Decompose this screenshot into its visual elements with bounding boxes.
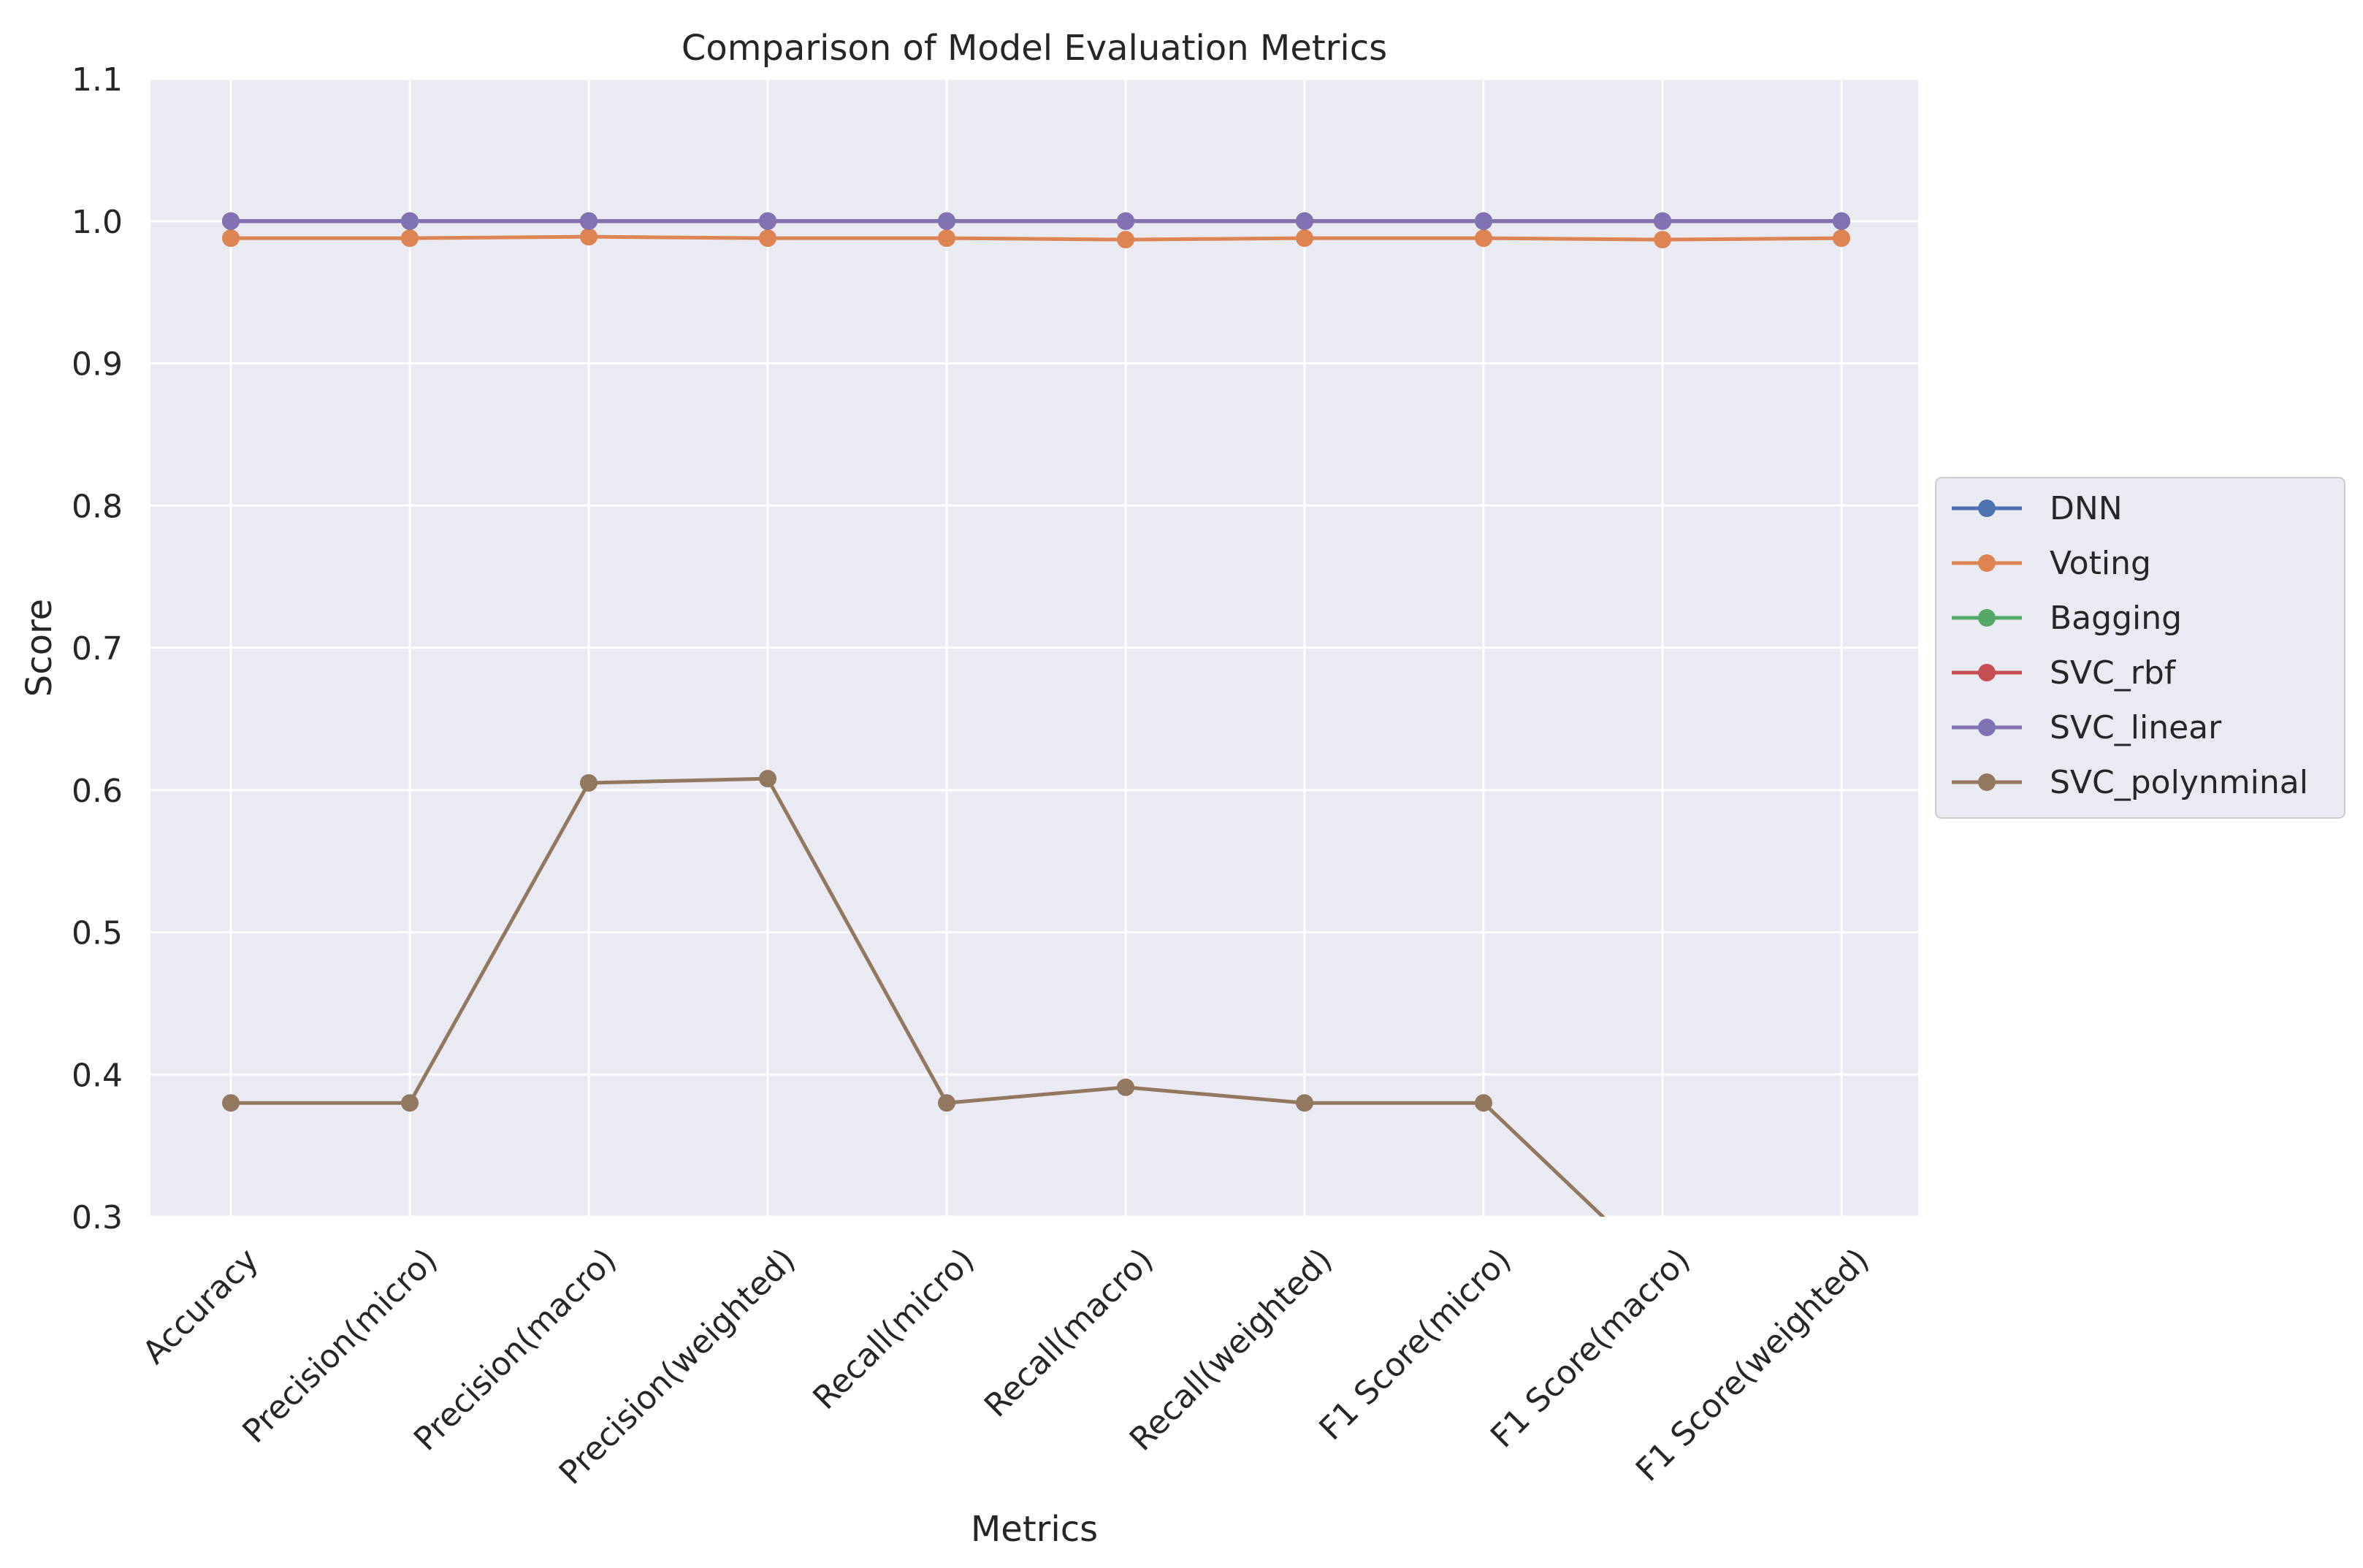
y-tick-label: 0.9 <box>72 346 123 383</box>
data-point-svc-linear <box>1833 212 1850 230</box>
legend-label: SVC_linear <box>2050 709 2222 746</box>
legend-frame <box>1935 477 2345 819</box>
data-point-svc-linear <box>1654 212 1671 230</box>
y-tick-label: 0.4 <box>72 1057 123 1094</box>
x-axis-label: Metrics <box>971 1509 1098 1550</box>
data-point-svc-linear <box>222 212 240 230</box>
data-point-voting <box>222 229 240 248</box>
legend-marker <box>1978 609 1996 627</box>
data-point-svc-polynminal <box>1117 1078 1134 1096</box>
data-point-svc-linear <box>580 212 598 230</box>
legend-label: DNN <box>2050 490 2123 527</box>
data-point-voting <box>1296 229 1313 248</box>
y-axis-label: Score <box>19 599 60 697</box>
data-point-svc-polynminal <box>1296 1094 1313 1112</box>
data-point-svc-polynminal <box>401 1094 419 1112</box>
y-tick-label: 1.0 <box>72 204 123 241</box>
legend-marker <box>1978 500 1996 517</box>
data-point-svc-polynminal <box>759 770 776 788</box>
y-tick-label: 0.6 <box>72 773 123 810</box>
legend-item-svc-polynminal: SVC_polynminal <box>1952 764 2308 801</box>
legend-marker <box>1978 719 1996 736</box>
x-tick-label: F1 Score(macro) <box>1484 1242 1698 1456</box>
series-line-svc-polynminal <box>231 776 1606 1217</box>
data-point-svc-linear <box>1475 212 1492 230</box>
y-tick-label: 0.5 <box>72 915 123 952</box>
legend-marker <box>1978 554 1996 572</box>
legend-marker <box>1978 664 1996 681</box>
legend-items: DNN Voting Bagging SVC_rbf SVC_linear SVC_pol… <box>1952 490 2308 801</box>
data-point-svc-polynminal <box>1475 1094 1492 1112</box>
legend-label: Voting <box>2050 545 2151 582</box>
data-point-voting <box>938 229 955 248</box>
x-tick-label: Accuracy <box>136 1242 266 1372</box>
series-line-voting <box>231 234 1842 242</box>
data-point-svc-polynminal <box>222 1094 240 1112</box>
y-tick-label: 1.1 <box>72 61 123 99</box>
legend-label: SVC_polynminal <box>2050 764 2308 801</box>
x-tick-label: F1 Score(micro) <box>1313 1242 1519 1447</box>
legend: DNN Voting Bagging SVC_rbf SVC_linear SVC_pol… <box>1935 477 2345 819</box>
data-point-svc-polynminal <box>580 774 598 792</box>
x-tick-label: Recall(macro) <box>977 1242 1161 1425</box>
data-point-voting <box>1117 231 1134 249</box>
legend-label: Bagging <box>2050 600 2182 637</box>
data-point-svc-polynminal <box>938 1094 955 1112</box>
legend-label: SVC_rbf <box>2050 654 2177 692</box>
series-svc-polynminal <box>222 770 1606 1217</box>
x-tick-label: Precision(micro) <box>235 1242 444 1450</box>
legend-item-svc-linear: SVC_linear <box>1952 709 2222 746</box>
y-tick-label: 0.8 <box>72 488 123 525</box>
x-tick-label: Recall(micro) <box>806 1242 981 1417</box>
data-point-svc-linear <box>938 212 955 230</box>
x-tick-labels: AccuracyPrecision(micro)Precision(macro)… <box>136 1242 1877 1492</box>
data-point-voting <box>1475 229 1492 248</box>
legend-marker <box>1978 773 1996 791</box>
y-tick-label: 0.7 <box>72 630 123 668</box>
data-point-voting <box>759 229 776 248</box>
legend-item-voting: Voting <box>1952 545 2151 582</box>
data-point-svc-linear <box>1117 212 1134 230</box>
chart-title: Comparison of Model Evaluation Metrics <box>682 28 1387 69</box>
data-point-voting <box>401 229 419 248</box>
data-point-voting <box>580 228 598 246</box>
y-tick-labels: 0.3 0.4 0.5 0.6 0.7 0.8 0.9 1.0 1.1 <box>72 61 123 1236</box>
legend-item-svc-rbf: SVC_rbf <box>1952 654 2177 692</box>
legend-item-dnn: DNN <box>1952 490 2123 527</box>
data-point-svc-linear <box>401 212 419 230</box>
legend-item-bagging: Bagging <box>1952 600 2182 637</box>
series-svc-linear <box>222 212 1850 230</box>
y-tick-label: 0.3 <box>72 1199 123 1236</box>
x-tick-label: Recall(weighted) <box>1123 1242 1340 1458</box>
data-point-voting <box>1833 229 1850 248</box>
data-point-voting <box>1654 231 1671 249</box>
data-point-svc-linear <box>759 212 776 230</box>
series-layer <box>222 212 1850 1217</box>
data-point-svc-linear <box>1296 212 1313 230</box>
series-voting <box>222 228 1850 249</box>
